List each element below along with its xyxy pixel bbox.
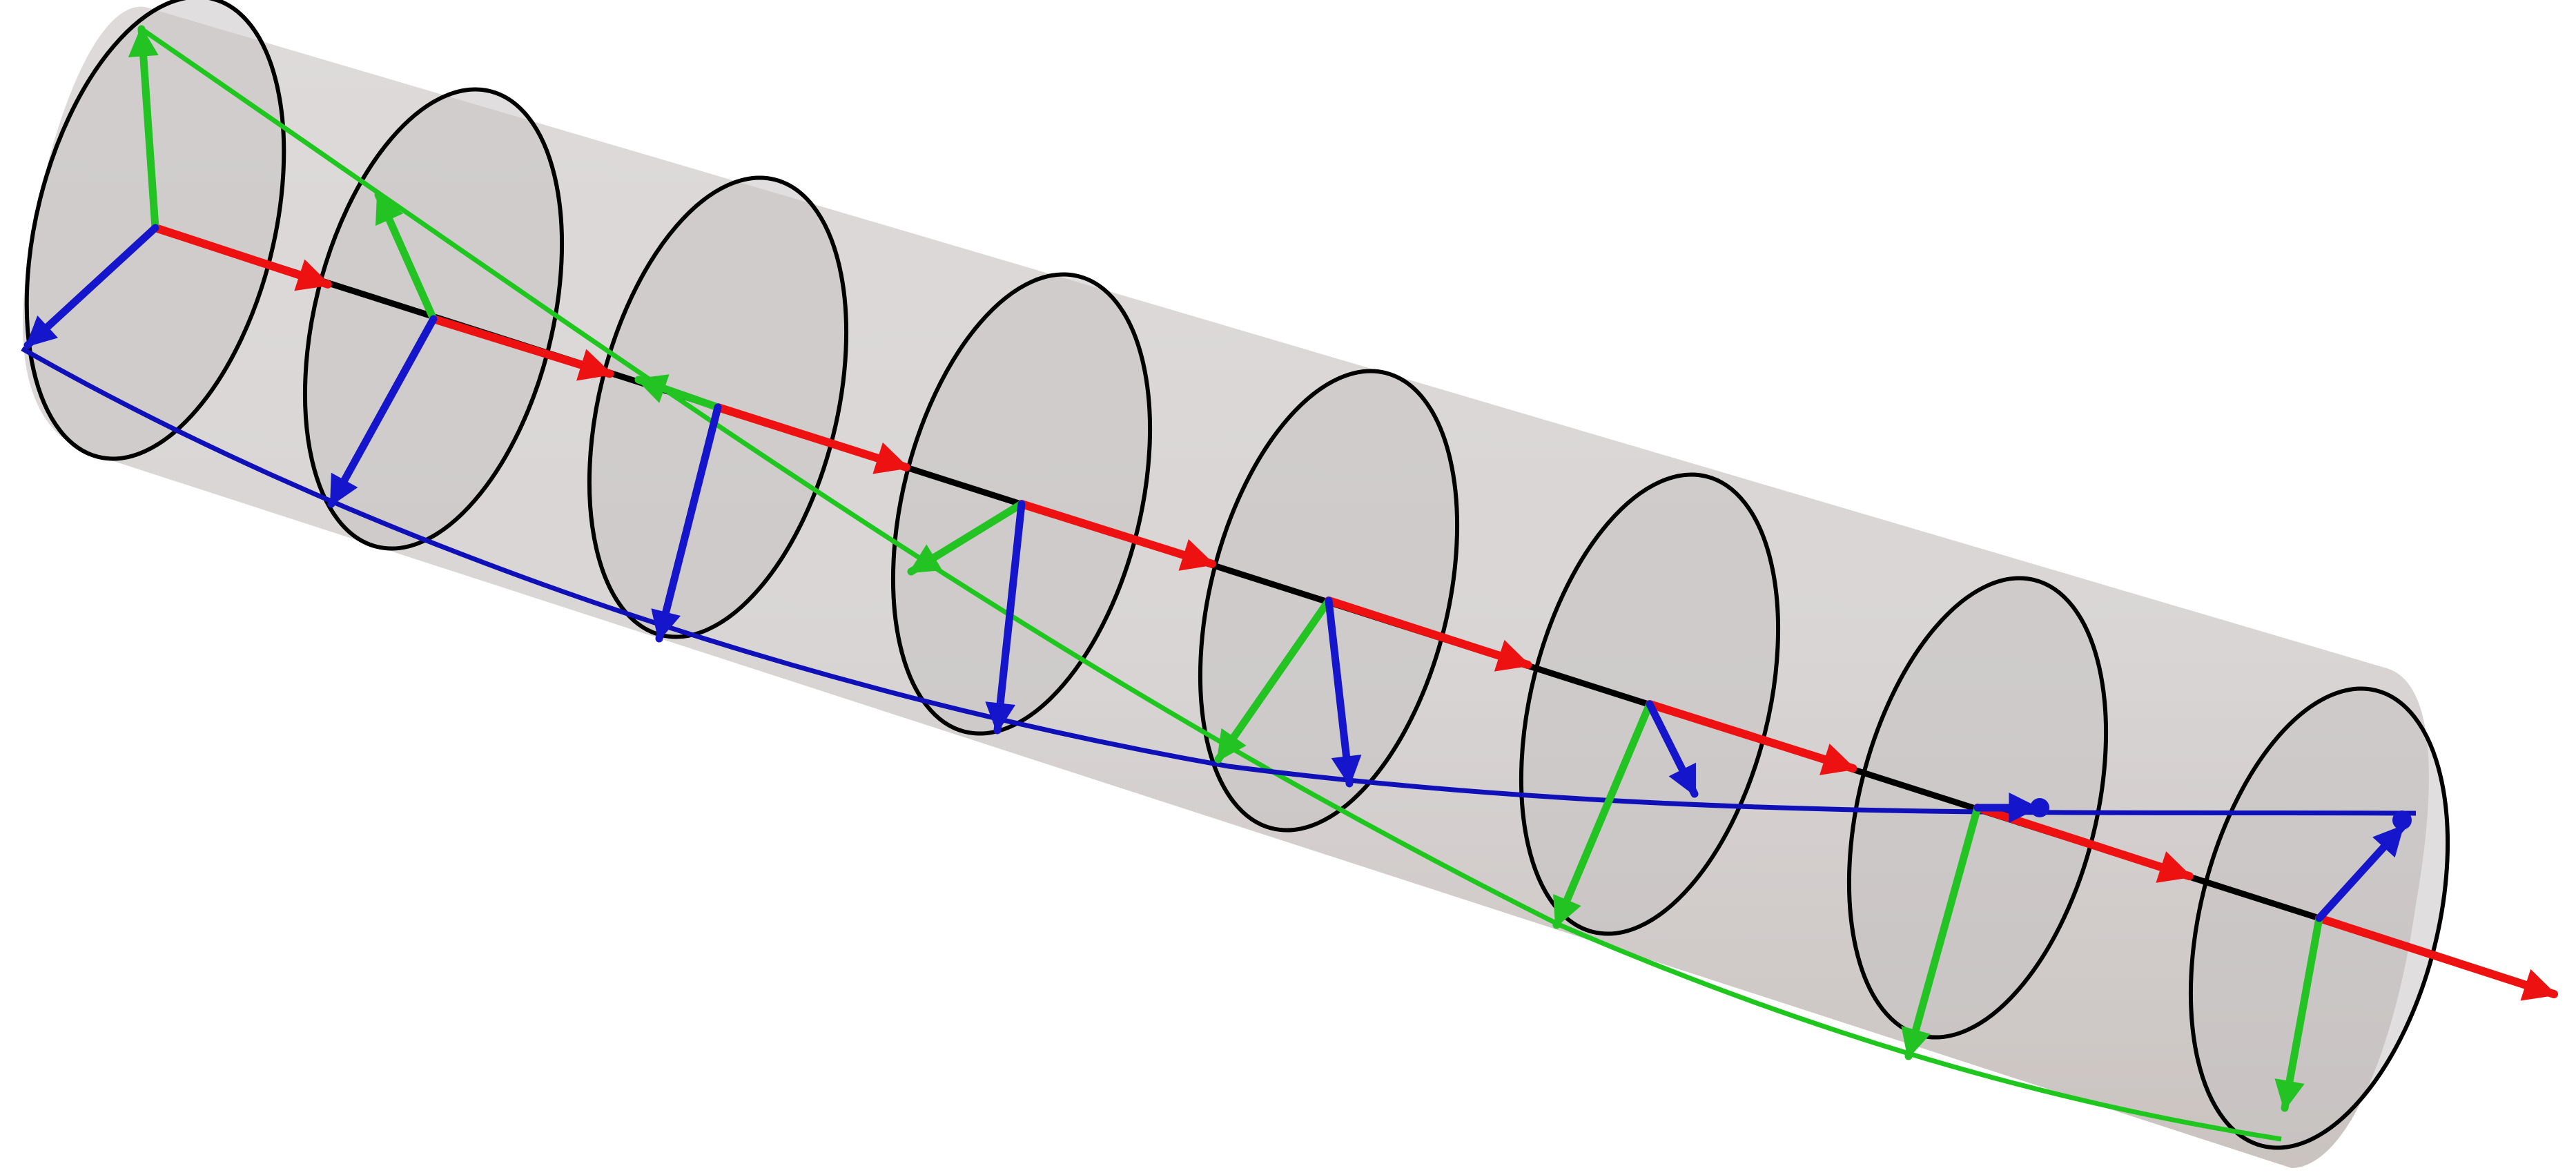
binormal-point-1 <box>2030 798 2049 817</box>
normal-curve <box>140 27 2282 1142</box>
binormal-arrow-6 <box>1646 700 1699 798</box>
tangent-arrow-5 <box>1325 596 1532 672</box>
normal-arrow-6 <box>1552 700 1654 929</box>
normal-arrow-7 <box>1901 804 1982 1060</box>
normal-arrow-2 <box>374 191 438 323</box>
binormal-point-2 <box>2392 810 2412 830</box>
normal-arrow-4 <box>907 500 1026 576</box>
binormal-arrow-2 <box>327 315 438 508</box>
normal-arrow-8 <box>2274 914 2323 1112</box>
tangent-arrow-6 <box>1646 700 1857 775</box>
normal-arrow-3 <box>634 374 722 411</box>
binormal-arrow-4 <box>985 500 1026 735</box>
tangent-arrow-2 <box>429 315 614 381</box>
binormal-arrow-3 <box>651 403 722 643</box>
frame-arrows <box>23 25 2558 1112</box>
binormal-arrow-1 <box>23 224 159 349</box>
normal-arrow-5 <box>1214 596 1333 764</box>
tangent-arrow-4 <box>1017 500 1216 571</box>
tangent-arrow-1 <box>151 224 332 291</box>
tangent-arrow-8 <box>2315 914 2558 1001</box>
binormal-arrow-5 <box>1325 596 1362 788</box>
binormal-arrow-8 <box>2315 823 2406 922</box>
binormal-curve <box>21 346 2417 816</box>
tangent-arrow-3 <box>714 403 910 474</box>
normal-arrow-1 <box>128 25 159 232</box>
